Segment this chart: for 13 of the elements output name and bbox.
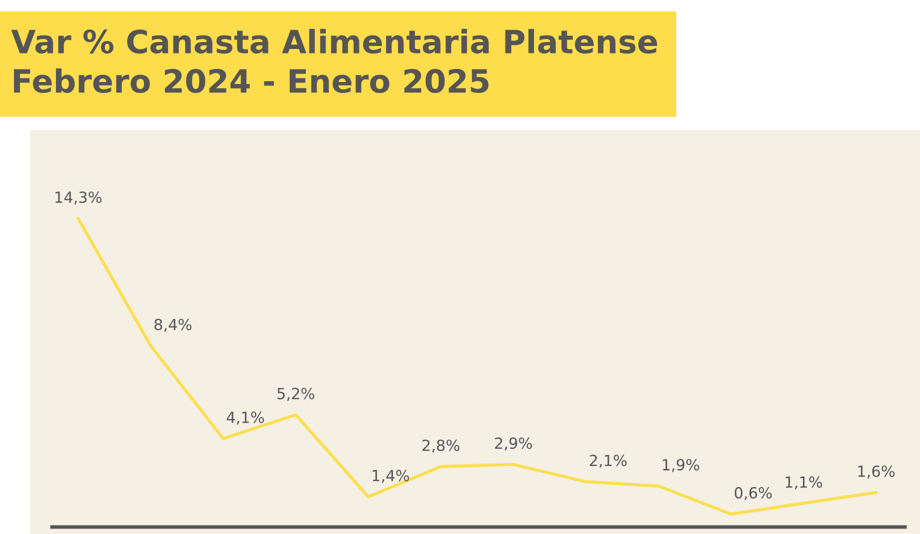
data-label: 1,6%	[858, 465, 895, 479]
data-label: 1,1%	[786, 476, 822, 490]
data-label: 2,1%	[590, 454, 627, 468]
data-label: 2,9%	[495, 437, 532, 451]
data-label: 5,2%	[277, 388, 314, 401]
data-label: 8,4%	[154, 318, 192, 332]
data-label: 14,3%	[56, 191, 102, 205]
chart-title: Var % Canasta Alimentaria Platense Febrero 2024 - Enero 2025	[11, 28, 658, 94]
data-label: 1,9%	[662, 458, 700, 472]
data-label: 2,8%	[422, 440, 460, 453]
data-label: 4,1%	[226, 412, 264, 425]
data-label: 1,4%	[372, 470, 410, 483]
data-label: 0,6%	[734, 487, 772, 500]
